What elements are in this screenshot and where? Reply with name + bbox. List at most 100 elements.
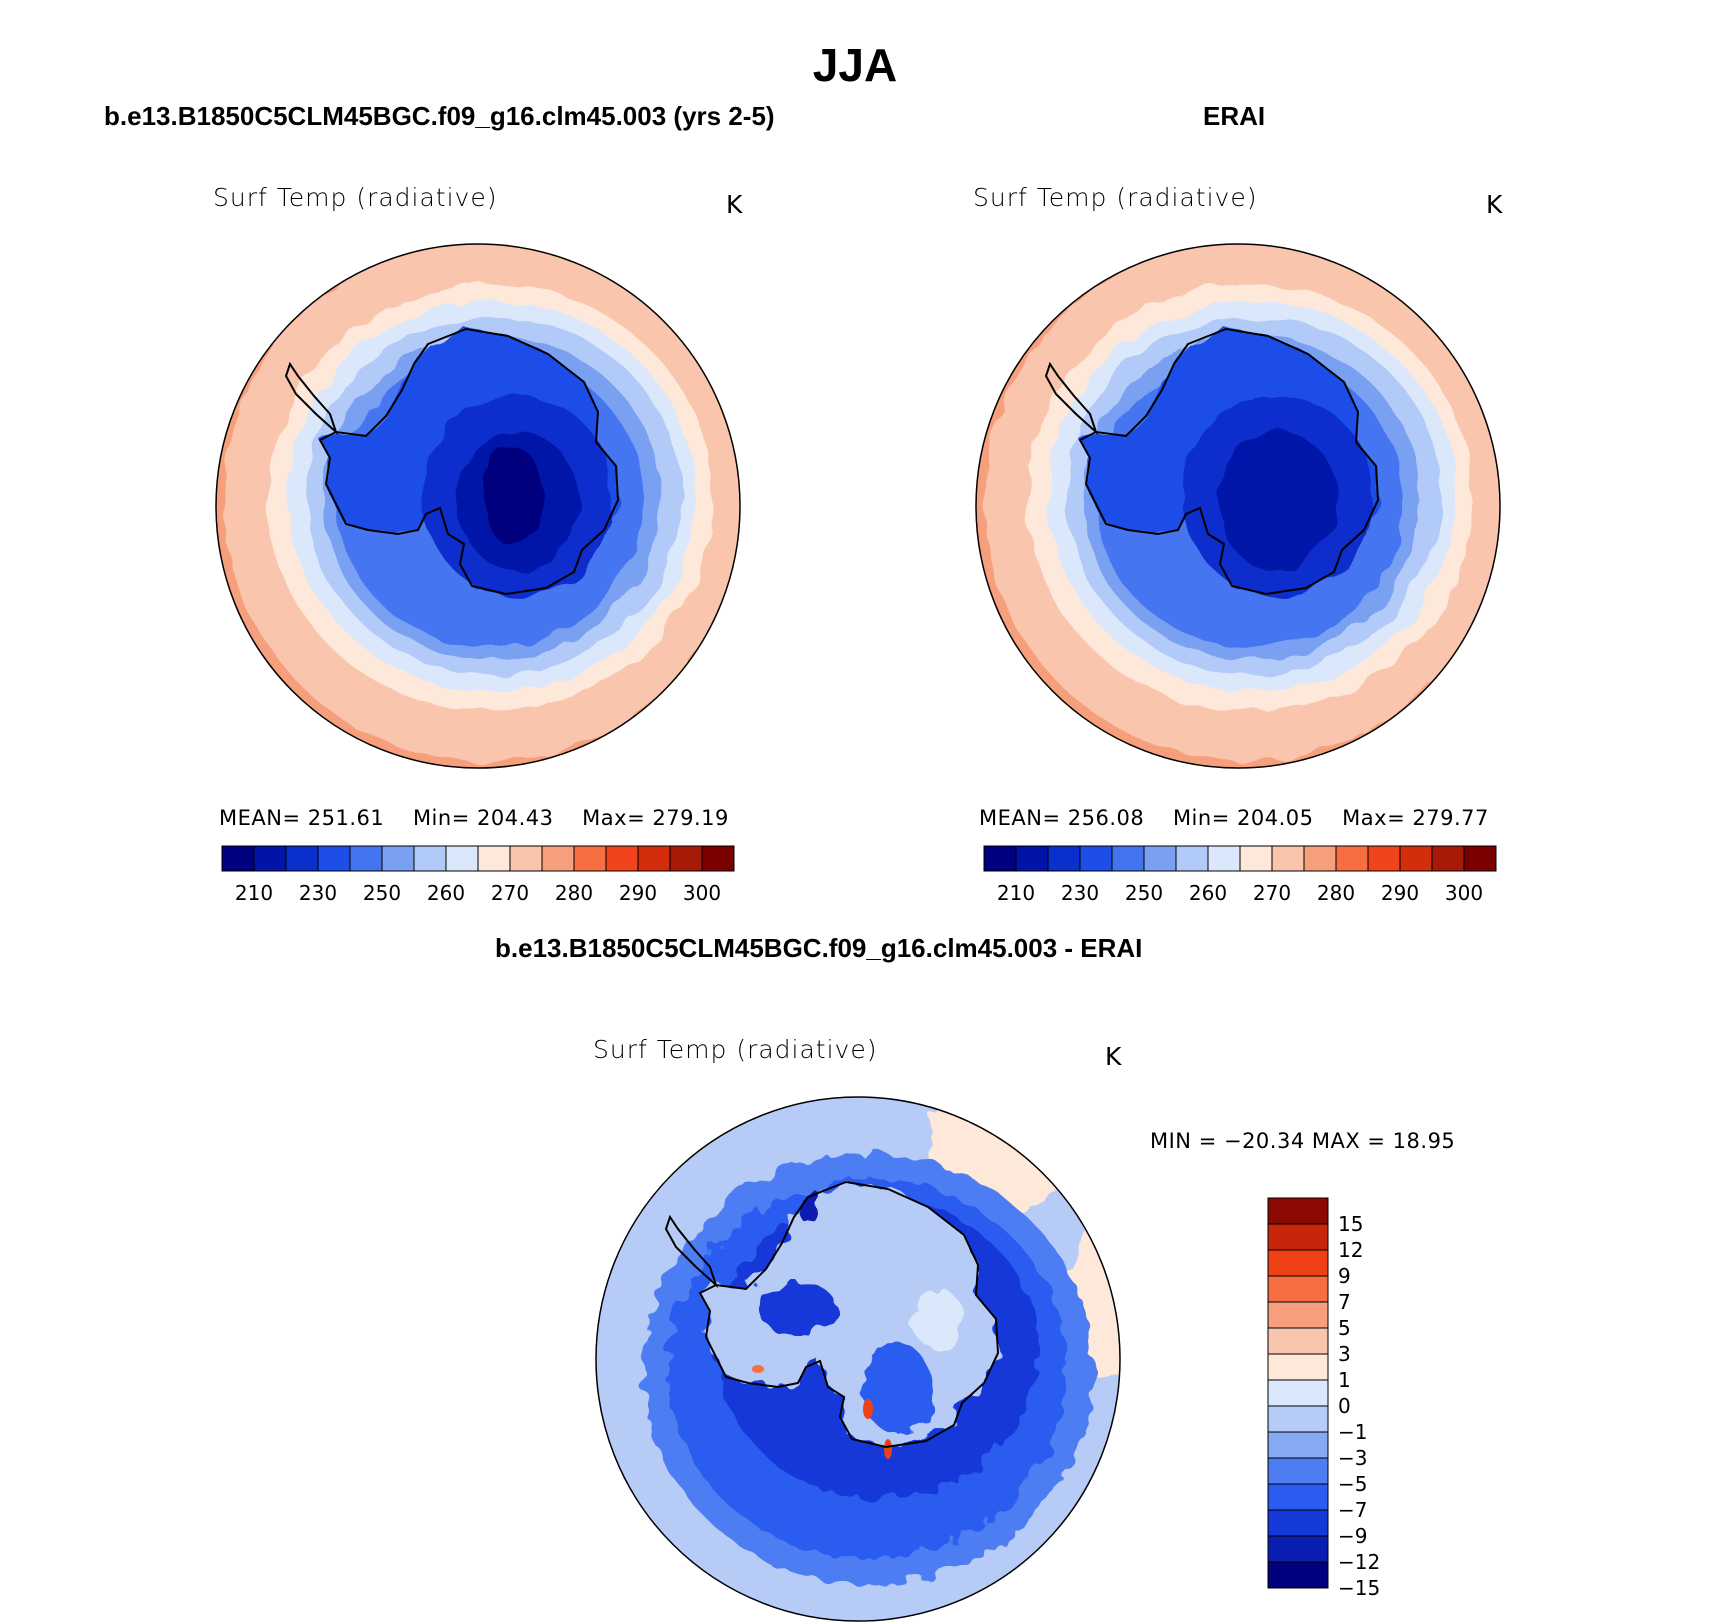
- panel-1-peninsula-coastline: [284, 361, 339, 436]
- panel-1-colorbar-box-14: [669, 845, 703, 872]
- panel-3-colorbar-box-8: [1267, 1405, 1329, 1433]
- panel-2-colorbar-box-5: [1143, 845, 1177, 872]
- panel-2-interior-coldest: [1243, 446, 1303, 546]
- panel-3-colorbar-tick-label: −12: [1338, 1550, 1381, 1574]
- panel-3-stats: MIN = −20.34 MAX = 18.95: [1150, 1129, 1456, 1153]
- panel-1-colorbar-box-2: [285, 845, 319, 872]
- panel-1-colorbar-box-0: [221, 845, 255, 872]
- panel-3-cold-spot: [800, 1184, 816, 1224]
- panel-3-polar-map: [596, 1097, 1120, 1621]
- panel-3-warm-spot-1: [752, 1365, 764, 1373]
- panel-1-stats: MEAN= 251.61 Min= 204.43 Max= 279.19: [219, 806, 729, 830]
- panel-3-map-boundary: [595, 1096, 1121, 1622]
- panel-3-colorbar-tick-label: −5: [1338, 1472, 1368, 1496]
- panel-2-subtitle: ERAI: [1203, 101, 1266, 131]
- panel-1-colorbar-box-12: [605, 845, 639, 872]
- panel-1-colorbar-box-1: [253, 845, 287, 872]
- panel-3-colorbar-box-9: [1267, 1431, 1329, 1459]
- panel-1-colorbar-box-13: [637, 845, 671, 872]
- panel-1-variable-label: Surf Temp (radiative): [213, 183, 498, 212]
- panel-1-colorbar-tick-label: 290: [618, 881, 658, 905]
- panel-3-cold-blob-2: [863, 1344, 933, 1434]
- panel-3-colorbar-box-6: [1267, 1353, 1329, 1381]
- panel-1-colorbar-tick-label: 260: [426, 881, 466, 905]
- panel-3-colorbar-box-2: [1267, 1249, 1329, 1277]
- panel-2-colorbar-box-13: [1399, 845, 1433, 872]
- panel-2-stats: MEAN= 256.08 Min= 204.05 Max= 279.77: [979, 806, 1489, 830]
- panel-2-colorbar-box-8: [1239, 845, 1273, 872]
- panel-3-colorbar-tick-label: −15: [1338, 1576, 1381, 1600]
- panel-1-colorbar-box-11: [573, 845, 607, 872]
- panel-2-colorbar-box-4: [1111, 845, 1145, 872]
- panel-1-colorbar-tick-label: 230: [298, 881, 338, 905]
- panel-2-colorbar-tick-label: 280: [1316, 881, 1356, 905]
- panel-2-colorbar-box-7: [1207, 845, 1241, 872]
- panel-2-colorbar-box-11: [1335, 845, 1369, 872]
- panel-3-colorbar-tick-label: 0: [1338, 1394, 1351, 1418]
- panel-3-colorbar-tick-label: 3: [1338, 1342, 1351, 1366]
- panel-2-colorbar-tick-label: 290: [1380, 881, 1420, 905]
- panel-3-colorbar-box-12: [1267, 1509, 1329, 1537]
- panel-2-variable-label: Surf Temp (radiative): [973, 183, 1258, 212]
- panel-1-colorbar-tick-label: 210: [234, 881, 274, 905]
- panel-1-colorbar-box-3: [317, 845, 351, 872]
- panel-1-interior-coldest: [483, 446, 543, 546]
- figure-title: JJA: [812, 39, 898, 91]
- panel-3-colorbar-box-10: [1267, 1457, 1329, 1485]
- panel-3-colorbar-box-7: [1267, 1379, 1329, 1407]
- panel-2-colorbar-tick-label: 270: [1252, 881, 1292, 905]
- panel-1-colorbar-box-10: [541, 845, 575, 872]
- panel-1-colorbar-box-7: [445, 845, 479, 872]
- panel-3-cold-blob-1: [758, 1284, 838, 1334]
- panel-1-colorbar-box-8: [477, 845, 511, 872]
- panel-2-colorbar-box-1: [1015, 845, 1049, 872]
- panel-1-colorbar-tick-label: 300: [682, 881, 722, 905]
- panel-3-subtitle: b.e13.B1850C5CLM45BGC.f09_g16.clm45.003 …: [495, 933, 1143, 963]
- panel-2-peninsula-coastline: [1044, 361, 1099, 436]
- panel-3-colorbar-box-11: [1267, 1483, 1329, 1511]
- panel-2-colorbar-box-12: [1367, 845, 1401, 872]
- panel-3-variable-label: Surf Temp (radiative): [593, 1035, 878, 1064]
- panel-3-colorbar-box-0: [1267, 1197, 1329, 1225]
- panel-3-colorbar-tick-label: 9: [1338, 1264, 1351, 1288]
- panel-2-units-label: K: [1486, 190, 1503, 219]
- panel-3-peninsula-coastline: [664, 1214, 719, 1289]
- panel-2-colorbar-tick-label: 300: [1444, 881, 1484, 905]
- panel-2-colorbar-box-6: [1175, 845, 1209, 872]
- panel-1-colorbar-tick-label: 250: [362, 881, 402, 905]
- panel-2-colorbar-box-2: [1047, 845, 1081, 872]
- panel-3-warm-spot-2: [863, 1399, 873, 1419]
- panel-3-colorbar-tick-label: −1: [1338, 1420, 1368, 1444]
- panel-3-colorbar: [1267, 1197, 1329, 1589]
- panel-3-colorbar-tick-label: −3: [1338, 1446, 1368, 1470]
- panel-2-coastline: [1078, 327, 1380, 596]
- panel-1-colorbar-tick-label: 270: [490, 881, 530, 905]
- panel-3-colorbar-box-13: [1267, 1535, 1329, 1563]
- panel-3-neutral-blob: [913, 1289, 963, 1349]
- panel-3-units-label: K: [1105, 1042, 1122, 1071]
- panel-3-colorbar-box-14: [1267, 1561, 1329, 1589]
- panel-1-colorbar-box-5: [381, 845, 415, 872]
- panel-1-colorbar: [221, 845, 735, 872]
- panel-3-colorbar-box-5: [1267, 1327, 1329, 1355]
- panel-1-colorbar-tick-label: 280: [554, 881, 594, 905]
- panel-2-colorbar-box-15: [1463, 845, 1497, 872]
- panel-3-colorbar-box-4: [1267, 1301, 1329, 1329]
- panel-2-polar-map: [976, 244, 1500, 768]
- panel-2-colorbar-box-10: [1303, 845, 1337, 872]
- panel-3-colorbar-tick-label: −7: [1338, 1498, 1368, 1522]
- panel-1-colorbar-box-4: [349, 845, 383, 872]
- panel-2-colorbar-box-3: [1079, 845, 1113, 872]
- panel-2-colorbar-box-9: [1271, 845, 1305, 872]
- panel-3-colorbar-box-1: [1267, 1223, 1329, 1251]
- panel-1-colorbar-box-15: [701, 845, 735, 872]
- panel-1-subtitle: b.e13.B1850C5CLM45BGC.f09_g16.clm45.003 …: [104, 101, 775, 131]
- panel-2-map-boundary: [975, 243, 1501, 769]
- panel-3-warm-spot-3: [884, 1439, 892, 1459]
- panel-1-units-label: K: [726, 190, 743, 219]
- panel-2-colorbar-tick-label: 250: [1124, 881, 1164, 905]
- panel-2-colorbar-box-14: [1431, 845, 1465, 872]
- panel-3-colorbar-tick-label: 5: [1338, 1316, 1351, 1340]
